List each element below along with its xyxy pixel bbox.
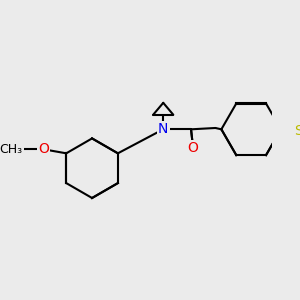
Text: O: O xyxy=(188,141,199,155)
Text: O: O xyxy=(38,142,49,156)
Text: S: S xyxy=(294,124,300,138)
Text: CH₃: CH₃ xyxy=(0,143,22,156)
Text: N: N xyxy=(158,122,168,136)
